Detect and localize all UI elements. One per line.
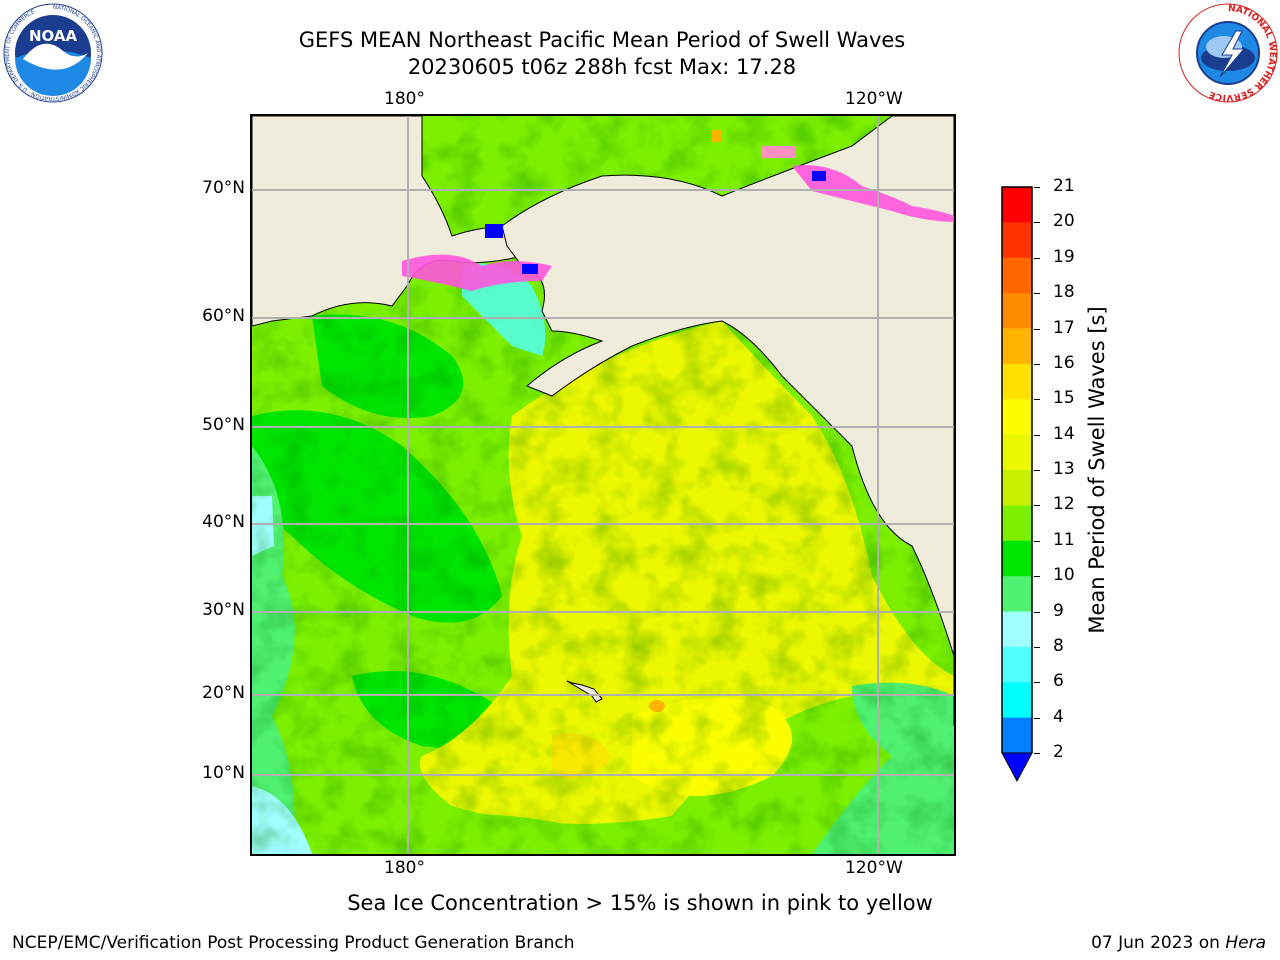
colorbar-swatch — [1002, 717, 1032, 754]
colorbar-tick-label: 8 — [1053, 635, 1064, 656]
nws-logo: NATIONAL WEATHER SERVICE — [1178, 3, 1278, 103]
colorbar-tick-label: 17 — [1053, 317, 1075, 338]
colorbar-tick-mark — [1034, 328, 1040, 330]
sea-ice-note: Sea Ice Concentration > 15% is shown in … — [347, 891, 933, 915]
north-america-land — [501, 116, 954, 726]
colorbar-tick-mark — [1034, 540, 1040, 542]
lat-label-40n: 40°N — [202, 512, 245, 532]
colorbar-tick-label: 13 — [1053, 459, 1075, 479]
colorbar-tick-label: 9 — [1053, 600, 1064, 621]
colorbar-tick-mark — [1034, 505, 1040, 507]
colorbar-swatch — [1002, 257, 1032, 294]
lat-label-70n: 70°N — [202, 178, 245, 198]
colorbar-tick-label: 14 — [1053, 423, 1075, 444]
sea-ice-bering — [402, 254, 552, 291]
colorbar-swatch — [1002, 505, 1032, 542]
lat-label-30n: 30°N — [202, 600, 245, 620]
colorbar-tick-mark — [1034, 611, 1040, 613]
lon-label-180-top: 180° — [384, 89, 425, 109]
colorbar-swatch — [1002, 434, 1032, 471]
lat-label-10n: 10°N — [202, 763, 245, 783]
colorbar-tick-mark — [1034, 576, 1040, 578]
colorbar-tick-mark — [1034, 399, 1040, 401]
colorbar-label: Mean Period of Swell Waves [s] — [1085, 306, 1109, 634]
colorbar — [1001, 186, 1033, 783]
sea-ice-patch-a — [712, 130, 722, 142]
lat-label-60n: 60°N — [202, 306, 245, 326]
colorbar-outline — [1001, 186, 1033, 753]
colorbar-tick-label: 11 — [1053, 529, 1075, 550]
colorbar-swatch — [1002, 187, 1032, 223]
colorbar-tick-mark — [1034, 257, 1040, 259]
colorbar-tick-mark — [1034, 753, 1040, 754]
colorbar-swatch — [1002, 399, 1032, 436]
colorbar-swatch — [1002, 576, 1032, 612]
colorbar-swatch — [1002, 611, 1032, 648]
colorbar-tick-label: 21 — [1053, 176, 1075, 196]
chart-title: GEFS MEAN Northeast Pacific Mean Period … — [298, 28, 906, 52]
chart-subtitle: 20230605 t06z 288h fcst Max: 17.28 — [407, 55, 797, 79]
colorbar-swatch — [1002, 540, 1032, 577]
lon-label-180-bottom: 180° — [384, 858, 425, 878]
colorbar-swatch — [1002, 682, 1032, 719]
colorbar-tick-mark — [1034, 187, 1040, 188]
colorbar-tick-mark — [1034, 434, 1040, 436]
colorbar-tick-mark — [1034, 222, 1040, 224]
lon-label-120w-bottom: 120°W — [845, 858, 903, 878]
colorbar-tick-label: 18 — [1053, 282, 1075, 303]
colorbar-tick-label: 15 — [1053, 388, 1075, 409]
swell-period-map[interactable] — [250, 114, 956, 856]
colorbar-swatch — [1002, 328, 1032, 365]
colorbar-tick-label: 2 — [1053, 742, 1064, 762]
sea-ice-core-b — [522, 264, 538, 274]
noaa-logo: NATIONAL OCEANIC AND ATMOSPHERIC ADMINIS… — [3, 3, 103, 103]
footer-org: NCEP/EMC/Verification Post Processing Pr… — [12, 933, 575, 953]
colorbar-tick-label: 10 — [1053, 565, 1075, 586]
colorbar-tick-mark — [1034, 363, 1040, 365]
lat-label-50n: 50°N — [202, 415, 245, 435]
sea-ice-beaufort — [792, 165, 954, 222]
sea-ice-core-c — [812, 171, 826, 181]
colorbar-tick-mark — [1034, 470, 1040, 471]
colorbar-tick-label: 19 — [1053, 246, 1075, 267]
noaa-logo-text: NOAA — [29, 27, 78, 45]
colorbar-tick-label: 20 — [1053, 211, 1075, 232]
colorbar-tick-mark — [1034, 646, 1040, 648]
colorbar-swatch — [1002, 470, 1032, 506]
colorbar-swatch — [1002, 363, 1032, 400]
colorbar-tick-label: 4 — [1053, 706, 1064, 727]
colorbar-tick-label: 12 — [1053, 494, 1075, 515]
colorbar-tick-mark — [1034, 682, 1040, 684]
colorbar-tick-mark — [1034, 293, 1040, 295]
lat-label-20n: 20°N — [202, 683, 245, 703]
footer-date-text: 07 Jun 2023 on — [1091, 933, 1226, 953]
sea-ice-patch-b — [762, 146, 796, 158]
colorbar-tick-label: 16 — [1053, 352, 1075, 373]
lon-label-120w-top: 120°W — [845, 89, 903, 109]
colorbar-swatch — [1002, 646, 1032, 683]
colorbar-swatch — [1002, 293, 1032, 329]
sea-ice-core-a — [485, 224, 503, 238]
footer-host: Hera — [1225, 933, 1266, 953]
colorbar-swatch — [1002, 222, 1032, 259]
graticule — [252, 116, 954, 854]
colorbar-under-arrow — [1001, 752, 1033, 783]
colorbar-tick-mark — [1034, 717, 1040, 719]
colorbar-tick-label: 6 — [1053, 671, 1064, 692]
footer-date: 07 Jun 2023 on Hera — [1091, 933, 1266, 953]
